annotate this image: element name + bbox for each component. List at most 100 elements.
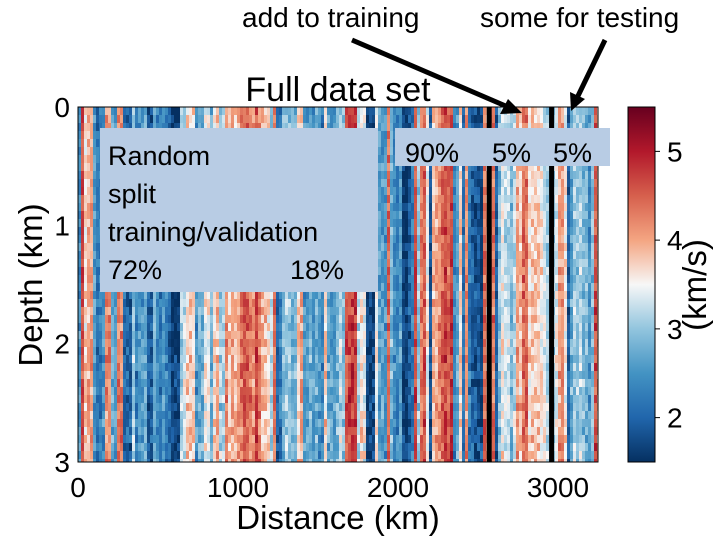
heatmap-cell xyxy=(219,419,223,428)
heatmap-cell xyxy=(99,411,103,420)
heatmap-cell xyxy=(231,307,235,316)
heatmap-cell xyxy=(408,387,412,396)
heatmap-cell xyxy=(105,403,109,412)
heatmap-cell xyxy=(99,443,103,452)
heatmap-cell xyxy=(204,355,208,364)
heatmap-cell xyxy=(384,115,388,124)
heatmap-cell xyxy=(180,315,184,324)
heatmap-cell xyxy=(246,427,250,436)
heatmap-cell xyxy=(318,107,322,116)
heatmap-cell xyxy=(132,115,136,124)
heatmap-cell xyxy=(243,299,247,308)
heatmap-cell xyxy=(156,395,160,404)
heatmap-cell xyxy=(402,347,406,356)
heatmap-cell xyxy=(285,107,289,116)
heatmap-cell xyxy=(183,339,187,348)
heatmap-cell xyxy=(255,371,259,380)
heatmap-cell xyxy=(381,395,385,404)
heatmap-cell xyxy=(87,123,91,132)
heatmap-cell xyxy=(387,251,391,260)
heatmap-cell xyxy=(351,387,355,396)
heatmap-cell xyxy=(171,379,175,388)
heatmap-cell xyxy=(192,435,196,444)
heatmap-cell xyxy=(129,379,133,388)
heatmap-cell xyxy=(138,459,142,462)
heatmap-cell xyxy=(204,387,208,396)
heatmap-cell xyxy=(99,459,103,462)
heatmap-cell xyxy=(318,299,322,308)
heatmap-cell xyxy=(282,395,286,404)
heatmap-cell xyxy=(108,387,112,396)
heatmap-cell xyxy=(345,299,349,308)
heatmap-cell xyxy=(372,123,376,132)
heatmap-cell xyxy=(312,427,316,436)
heatmap-cell xyxy=(303,123,307,132)
heatmap-cell xyxy=(291,459,295,462)
heatmap-cell xyxy=(408,371,412,380)
heatmap-cell xyxy=(354,291,358,300)
heatmap-cell xyxy=(204,379,208,388)
heatmap-cell xyxy=(411,115,415,124)
heatmap-cell xyxy=(117,323,121,332)
heatmap-cell xyxy=(333,395,337,404)
heatmap-cell xyxy=(237,435,241,444)
heatmap-cell xyxy=(189,339,193,348)
heatmap-cell xyxy=(132,323,136,332)
heatmap-cell xyxy=(264,395,268,404)
heatmap-cell xyxy=(207,363,211,372)
heatmap-cell xyxy=(165,323,169,332)
heatmap-cell xyxy=(132,123,136,132)
heatmap-cell xyxy=(84,219,88,228)
heatmap-cell xyxy=(150,323,154,332)
heatmap-cell xyxy=(402,307,406,316)
heatmap-cell xyxy=(126,123,130,132)
heatmap-cell xyxy=(108,363,112,372)
heatmap-cell xyxy=(165,331,169,340)
heatmap-cell xyxy=(303,323,307,332)
heatmap-cell xyxy=(342,323,346,332)
heatmap-cell xyxy=(192,363,196,372)
heatmap-cell xyxy=(228,427,232,436)
heatmap-cell xyxy=(255,435,259,444)
heatmap-cell xyxy=(303,419,307,428)
heatmap-cell xyxy=(168,291,172,300)
heatmap-cell xyxy=(231,395,235,404)
heatmap-cell xyxy=(306,403,310,412)
heatmap-cell xyxy=(126,347,130,356)
heatmap-cell xyxy=(276,307,280,316)
heatmap-cell xyxy=(306,379,310,388)
heatmap-cell xyxy=(276,371,280,380)
heatmap-cell xyxy=(405,403,409,412)
heatmap-cell xyxy=(327,419,331,428)
heatmap-cell xyxy=(294,355,298,364)
heatmap-cell xyxy=(90,331,94,340)
heatmap-cell xyxy=(300,387,304,396)
heatmap-cell xyxy=(81,211,85,220)
heatmap-cell xyxy=(330,371,334,380)
heatmap-cell xyxy=(144,427,148,436)
heatmap-cell xyxy=(369,435,373,444)
heatmap-cell xyxy=(90,403,94,412)
heatmap-cell xyxy=(183,115,187,124)
heatmap-cell xyxy=(219,355,223,364)
heatmap-cell xyxy=(78,299,82,308)
heatmap-cell xyxy=(243,347,247,356)
heatmap-cell xyxy=(309,411,313,420)
heatmap-cell xyxy=(87,115,91,124)
heatmap-cell xyxy=(93,339,97,348)
heatmap-cell xyxy=(384,339,388,348)
heatmap-cell xyxy=(219,331,223,340)
heatmap-cell xyxy=(99,347,103,356)
heatmap-cell xyxy=(171,307,175,316)
heatmap-cell xyxy=(111,347,115,356)
heatmap-cell xyxy=(390,139,394,148)
heatmap-cell xyxy=(183,315,187,324)
heatmap-cell xyxy=(381,315,385,324)
heatmap-cell xyxy=(315,379,319,388)
heatmap-cell xyxy=(312,387,316,396)
heatmap-cell xyxy=(306,123,310,132)
heatmap-cell xyxy=(336,395,340,404)
heatmap-cell xyxy=(306,451,310,460)
heatmap-cell xyxy=(156,411,160,420)
heatmap-cell xyxy=(87,211,91,220)
